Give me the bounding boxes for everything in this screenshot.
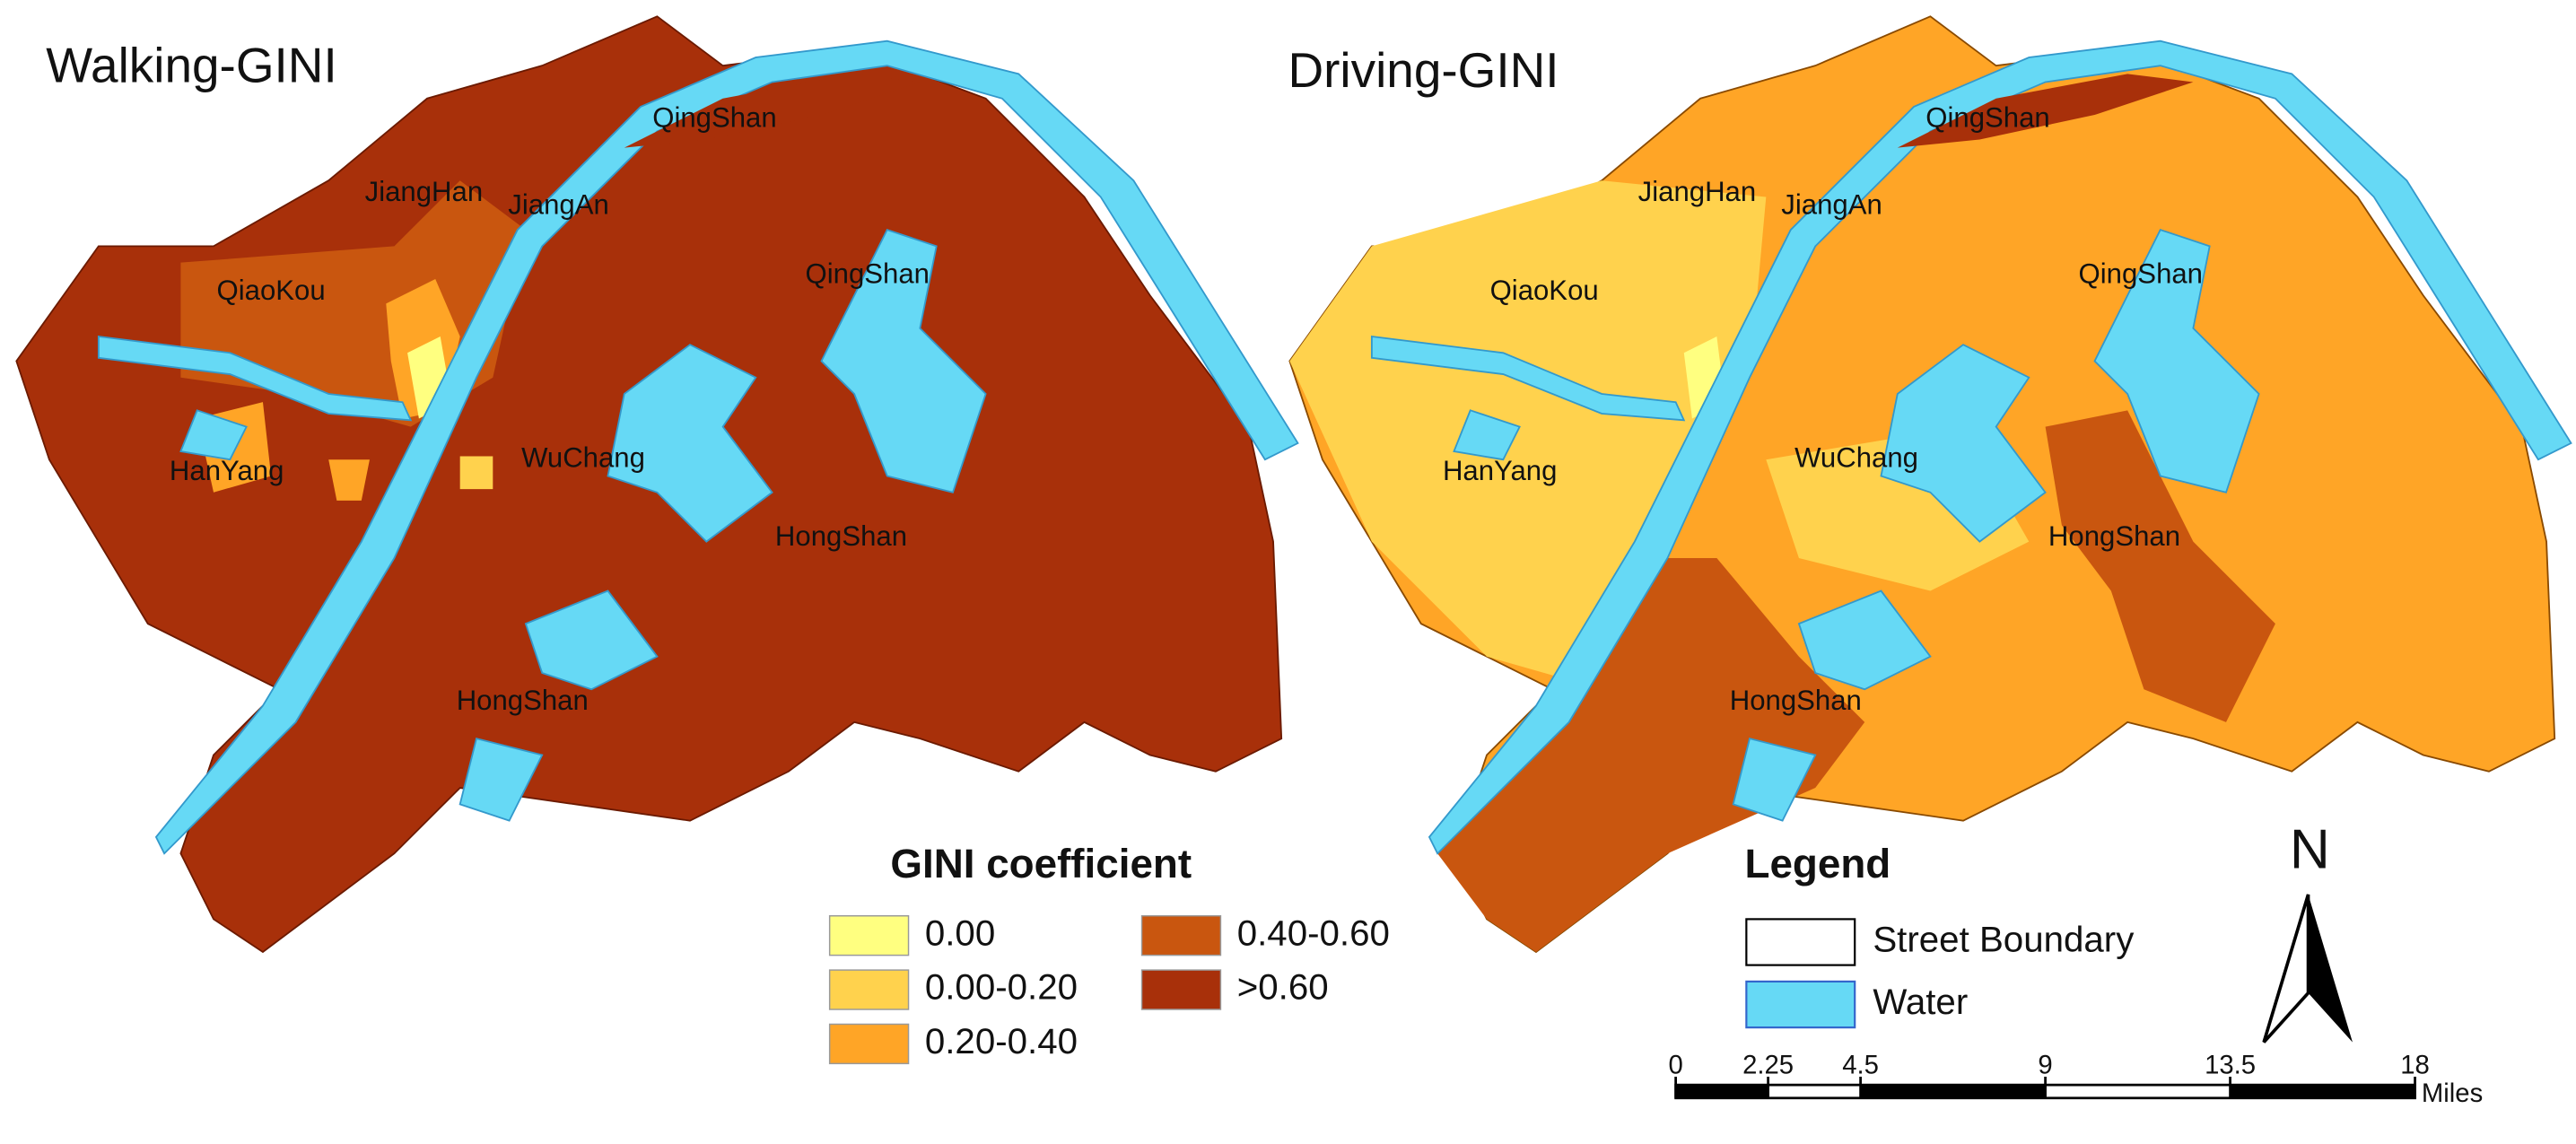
- scale-label: 0: [1668, 1051, 1682, 1080]
- legend-label: 0.20-0.40: [925, 1021, 1078, 1061]
- legend-swatch: [1745, 980, 1856, 1029]
- scale-segment: [1860, 1085, 2046, 1098]
- district-label: JiangAn: [508, 189, 608, 221]
- district-label: HongShan: [1730, 685, 1862, 716]
- legend-swatch: [1140, 915, 1222, 956]
- north-arrow: [2262, 894, 2310, 1044]
- legend-label: 0.00: [925, 913, 995, 953]
- district-label: JiangAn: [1781, 189, 1882, 221]
- district-label: HongShan: [775, 520, 907, 552]
- legend-swatch: [1140, 969, 1222, 1010]
- district-label: JiangHan: [365, 176, 484, 207]
- scale-segment: [1675, 1085, 1768, 1098]
- district-label: HanYang: [1443, 455, 1557, 486]
- scale-label: 2.25: [1742, 1051, 1794, 1080]
- scale-label: 9: [2038, 1051, 2052, 1080]
- legend-swatch: [828, 1023, 910, 1065]
- district-label: HanYang: [170, 455, 284, 486]
- district-label: QiaoKou: [1490, 275, 1599, 306]
- district-label: QingShan: [652, 102, 776, 134]
- scale-label: 4.5: [1842, 1051, 1879, 1080]
- district-label: WuChang: [1794, 441, 1918, 473]
- legend-label: 0.00-0.20: [925, 967, 1078, 1008]
- district-label: QiaoKou: [217, 275, 326, 306]
- north-label: N: [2290, 819, 2330, 881]
- scale-label: 18: [2400, 1051, 2430, 1080]
- legend-title: Legend: [1745, 841, 1891, 886]
- scale-segment: [2230, 1085, 2415, 1098]
- legend-label: >0.60: [1237, 967, 1329, 1008]
- driving-map: [1288, 15, 2572, 953]
- legend-swatch: [828, 969, 910, 1010]
- scale-label: 13.5: [2205, 1051, 2256, 1080]
- legend-swatch: [828, 915, 910, 956]
- legend-swatch: [1745, 918, 1856, 966]
- legend-title: GINI coefficient: [890, 841, 1192, 886]
- legend-label: Street Boundary: [1873, 920, 2135, 960]
- district-label: JiangHan: [1638, 176, 1757, 207]
- district-label: QingShan: [806, 258, 930, 290]
- scale-unit: Miles: [2422, 1079, 2483, 1108]
- district-label: QingShan: [2079, 258, 2203, 290]
- panel-title: Driving-GINI: [1288, 42, 1559, 98]
- district-label: HongShan: [457, 685, 589, 716]
- legend-label: 0.40-0.60: [1237, 913, 1390, 953]
- north-arrow: [2308, 894, 2353, 1043]
- legend-label: Water: [1873, 982, 1968, 1022]
- district-label: WuChang: [521, 441, 645, 473]
- district-label: QingShan: [1925, 102, 2049, 134]
- panel-title: Walking-GINI: [46, 37, 336, 92]
- walking-map: [15, 15, 1299, 953]
- district-label: HongShan: [2048, 520, 2180, 552]
